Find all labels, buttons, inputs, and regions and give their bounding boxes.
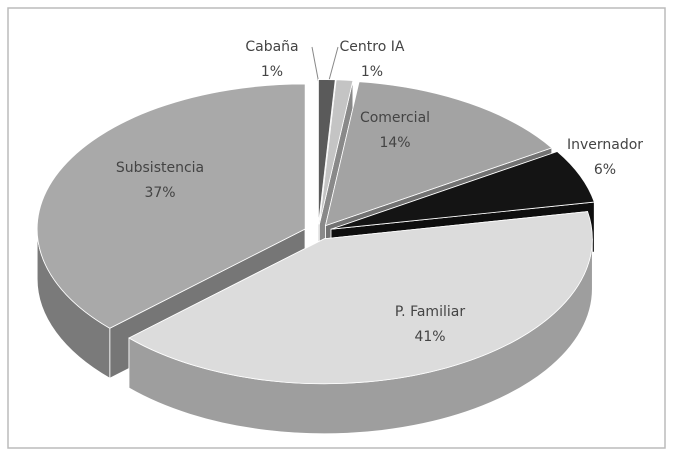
slice xyxy=(324,81,553,227)
slice-value-label: 1% xyxy=(361,64,383,80)
slice-label: P. Familiar xyxy=(395,304,465,320)
slice-label: Centro IA xyxy=(340,39,405,55)
slice xyxy=(36,83,306,329)
slice xyxy=(318,79,354,225)
slice-label: Cabaña xyxy=(245,39,298,55)
slice-value-label: 1% xyxy=(261,64,283,80)
slice-value-label: 37% xyxy=(144,185,175,201)
slice-label: Subsistencia xyxy=(116,160,204,176)
leader-line xyxy=(327,46,339,85)
slice-value-label: 14% xyxy=(379,135,410,151)
slice xyxy=(330,151,595,230)
slice xyxy=(128,211,593,385)
slice-label: Invernador xyxy=(567,137,643,153)
slice-value-label: 6% xyxy=(594,162,616,178)
slice-value-label: 41% xyxy=(414,329,445,345)
slice xyxy=(318,79,336,225)
slice-label: Comercial xyxy=(360,110,430,126)
leader-line xyxy=(311,46,320,85)
